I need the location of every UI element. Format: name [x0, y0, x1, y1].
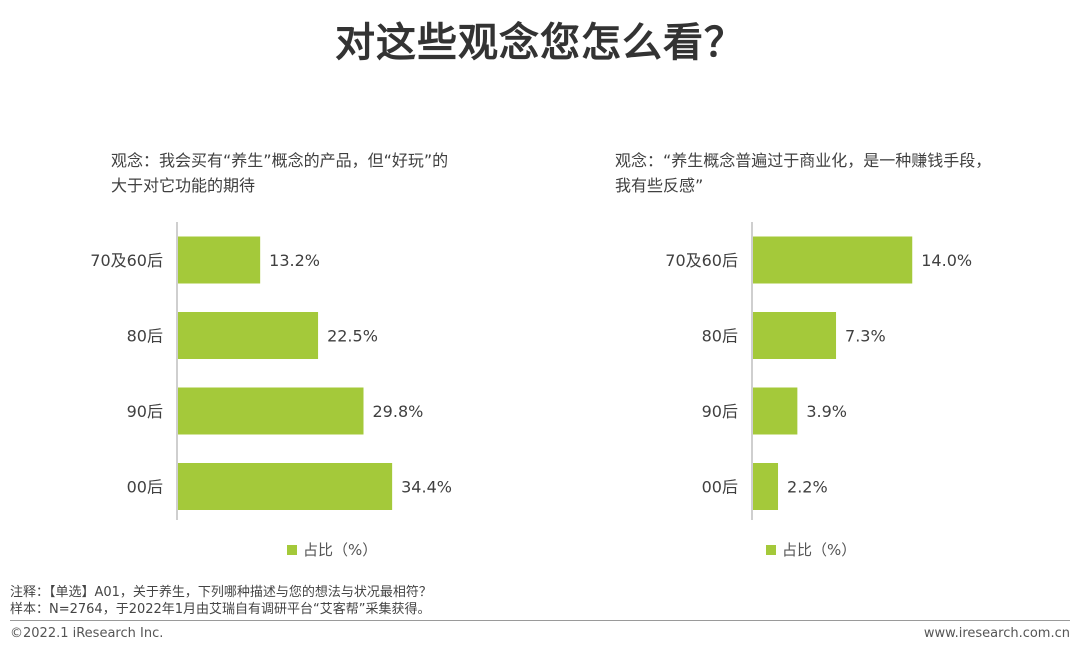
footer-url: www.iresearch.com.cn — [923, 626, 1070, 641]
legend-swatch — [287, 544, 297, 555]
bar — [178, 312, 319, 359]
bar — [753, 312, 837, 359]
category-label: 90后 — [702, 402, 738, 421]
value-label: 13.2% — [269, 251, 320, 270]
category-label: 70及60后 — [90, 251, 163, 270]
value-label: 34.4% — [401, 478, 452, 497]
category-label: 00后 — [702, 478, 738, 497]
category-label: 00后 — [127, 478, 163, 497]
value-label: 7.3% — [845, 327, 886, 346]
right-chart-title: 观念：“养生概念普遍过于商业化，是一种赚钱手段，我有些反感” — [615, 151, 992, 195]
left-chart-legend: 占比（%） — [287, 539, 377, 560]
footnote-question: 注释：【单选】A01，关于养生，下列哪种描述与您的想法与状况最相符？ — [10, 585, 432, 600]
bar — [178, 463, 393, 510]
left-chart-title: 观念：我会买有“养生”概念的产品，但“好玩”的大于对它功能的期待 — [111, 151, 449, 195]
value-label: 29.8% — [373, 402, 424, 421]
category-label: 70及60后 — [665, 251, 738, 270]
footer-divider — [10, 620, 1070, 621]
bar — [178, 387, 364, 435]
bar — [753, 236, 913, 284]
bar — [753, 387, 798, 435]
category-label: 80后 — [127, 327, 163, 346]
value-label: 14.0% — [921, 251, 972, 270]
bar — [178, 236, 261, 284]
legend-label: 占比（%） — [782, 541, 857, 559]
footer-copyright: ©2022.1 iResearch Inc. — [10, 626, 164, 641]
category-label: 80后 — [702, 327, 738, 346]
page-title: 对这些观念您怎么看？ — [335, 20, 745, 66]
legend-label: 占比（%） — [303, 541, 378, 559]
value-label: 3.9% — [806, 402, 847, 421]
footnote-sample: 样本：N=2764，于2022年1月由艾瑞自有调研平台“艾客帮”采集获得。 — [10, 602, 431, 617]
bar — [753, 463, 779, 510]
right-chart-legend: 占比（%） — [766, 539, 856, 560]
value-label: 22.5% — [327, 327, 378, 346]
category-label: 90后 — [127, 402, 163, 421]
value-label: 2.2% — [787, 478, 828, 497]
legend-swatch — [766, 544, 776, 555]
